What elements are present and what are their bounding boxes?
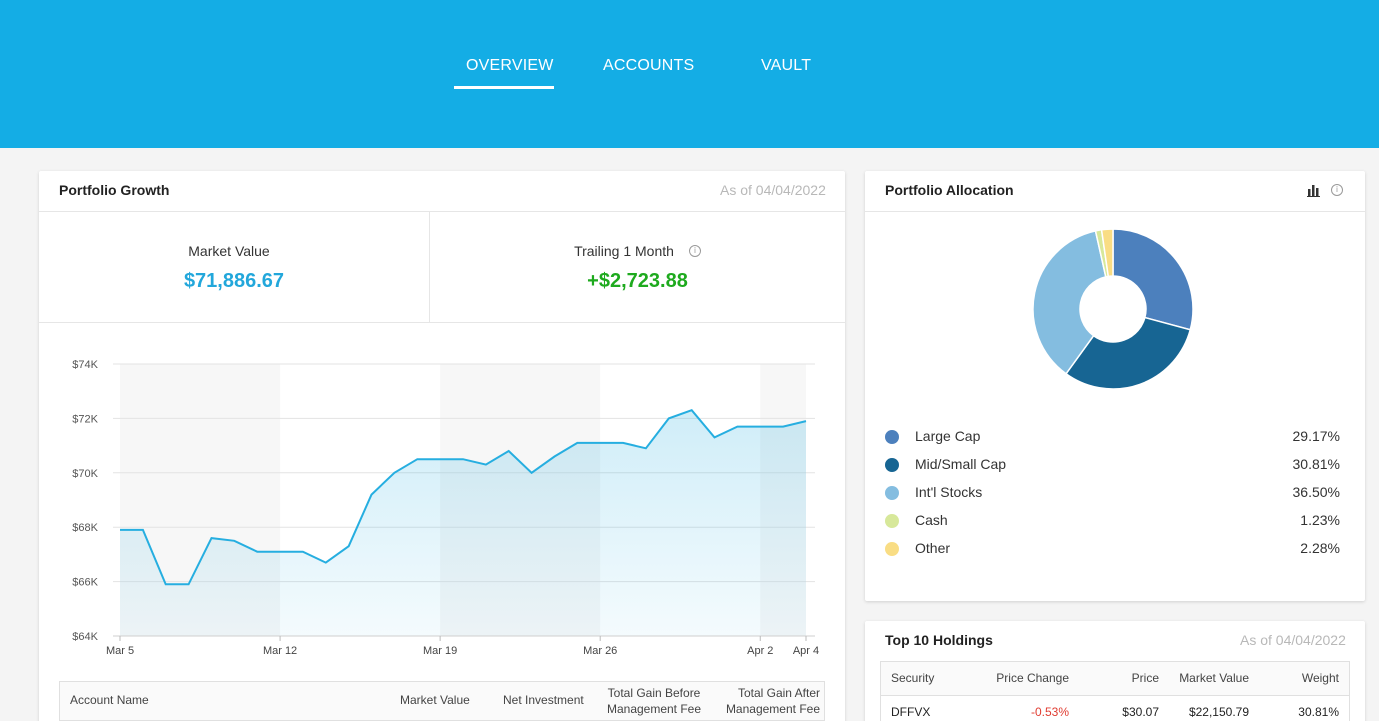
col-gain-after-fee[interactable]: Total Gain After Management Fee (716, 685, 820, 717)
col-market-value[interactable]: Market Value (400, 693, 470, 707)
x-tick-label: Mar 26 (583, 645, 617, 657)
holding-price: $30.07 (1122, 705, 1159, 719)
divider (39, 322, 845, 323)
market-value-amount: $71,886.67 (183, 270, 285, 292)
tab-overview[interactable]: OVERVIEW (466, 57, 554, 74)
legend-item[interactable]: Int'l Stocks 36.50% (885, 482, 1340, 502)
market-value-label: Market Value (188, 243, 270, 259)
col-gain-before-line1: Total Gain Before (607, 686, 701, 700)
top-nav-bar: OVERVIEW ACCOUNTS VAULT (0, 0, 1379, 148)
legend-swatch (885, 430, 899, 444)
legend-label: Int'l Stocks (915, 484, 983, 500)
table-row[interactable] (880, 696, 1350, 721)
y-tick-label: $66K (72, 577, 98, 589)
legend-swatch (885, 486, 899, 500)
trailing-month-label: Trailing 1 Month (574, 243, 674, 259)
allocation-donut-chart[interactable] (1023, 219, 1203, 399)
holdings-as-of-date: As of 04/04/2022 (1240, 632, 1346, 648)
legend-percent: 30.81% (1292, 456, 1340, 472)
col-gain-before-fee[interactable]: Total Gain Before Management Fee (600, 685, 708, 717)
legend-swatch (885, 514, 899, 528)
x-tick-label: Mar 12 (263, 645, 297, 657)
col-gain-before-line2: Management Fee (606, 702, 702, 716)
legend-label: Cash (915, 512, 948, 528)
tab-accounts[interactable]: ACCOUNTS (603, 57, 695, 74)
portfolio-growth-title: Portfolio Growth (59, 182, 170, 198)
divider (429, 212, 430, 322)
col-gain-after-line2: Management Fee (725, 702, 820, 716)
accounts-table-header (59, 681, 825, 721)
legend-label: Other (915, 540, 951, 556)
legend-label: Mid/Small Cap (915, 456, 1007, 472)
donut-slice[interactable] (1100, 228, 1114, 278)
legend-swatch (885, 542, 899, 556)
holding-security: DFFVX (891, 705, 931, 719)
bar-chart-icon[interactable] (1307, 184, 1321, 197)
donut-slice[interactable] (1064, 316, 1192, 390)
col-gain-after-line1: Total Gain After (737, 686, 820, 700)
legend-item[interactable]: Other 2.28% (885, 538, 1340, 558)
portfolio-growth-chart[interactable]: $64K $66K $68K $70K $72K $74K Mar 5 Mar 12 Mar … (55, 345, 830, 667)
legend-item[interactable]: Cash 1.23% (885, 510, 1340, 530)
col-price-change[interactable]: Price Change (996, 671, 1069, 685)
info-icon[interactable]: i (689, 245, 701, 257)
y-tick-label: $70K (72, 468, 98, 480)
col-net-investment[interactable]: Net Investment (503, 693, 584, 707)
x-tick-label: Apr 4 (793, 645, 819, 657)
series-line (120, 409, 807, 586)
donut-slice[interactable] (1112, 228, 1194, 331)
holdings-table-header (880, 661, 1350, 696)
holding-price-change: -0.53% (1030, 705, 1069, 719)
col-account-name[interactable]: Account Name (70, 693, 149, 707)
portfolio-allocation-title: Portfolio Allocation (885, 182, 1014, 198)
legend-percent: 2.28% (1300, 540, 1340, 556)
legend-item[interactable]: Mid/Small Cap 30.81% (885, 454, 1340, 474)
top-holdings-title: Top 10 Holdings (885, 632, 993, 648)
x-tick-label: Apr 2 (747, 645, 773, 657)
col-weight[interactable]: Weight (1301, 671, 1339, 685)
active-tab-indicator (454, 86, 554, 89)
trailing-month-amount: +$2,723.88 (587, 270, 688, 292)
legend-swatch (885, 458, 899, 472)
legend-label: Large Cap (915, 428, 981, 444)
legend-percent: 36.50% (1292, 484, 1340, 500)
col-security[interactable]: Security (891, 671, 935, 685)
tab-vault[interactable]: VAULT (761, 57, 812, 74)
y-tick-label: $72K (72, 413, 98, 425)
y-tick-label: $64K (72, 631, 98, 643)
legend-percent: 1.23% (1300, 512, 1340, 528)
legend-item[interactable]: Large Cap 29.17% (885, 426, 1340, 446)
holding-weight: 30.81% (1298, 705, 1339, 719)
legend-percent: 29.17% (1292, 428, 1340, 444)
holding-market-value: $22,150.79 (1188, 705, 1249, 719)
growth-as-of-date: As of 04/04/2022 (720, 182, 826, 198)
divider (39, 211, 845, 212)
x-tick-label: Mar 19 (423, 645, 457, 657)
y-tick-label: $74K (72, 359, 98, 371)
col-price[interactable]: Price (1131, 671, 1159, 685)
info-icon[interactable]: i (1331, 184, 1343, 196)
y-tick-label: $68K (72, 522, 98, 534)
col-market-value[interactable]: Market Value (1179, 671, 1249, 685)
area-fill (120, 410, 806, 636)
donut-slice[interactable] (1032, 230, 1107, 375)
x-tick-label: Mar 5 (106, 645, 134, 657)
divider (865, 211, 1365, 212)
